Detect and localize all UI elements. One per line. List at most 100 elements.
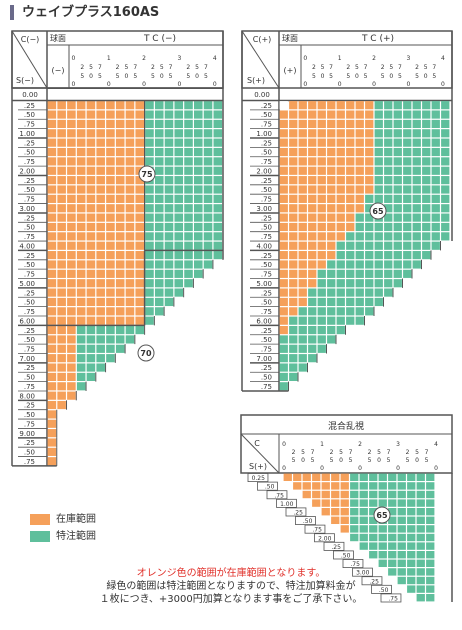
minus-cell [125,251,135,260]
plus-s-row-1: .50 [261,111,272,119]
plus-s-row-6: .75 [261,158,272,166]
plus-cell [355,288,364,297]
minus-cell [57,119,66,129]
plus-cell [374,176,383,185]
plus-cell [298,307,307,316]
minus-s-row-8: .25 [24,177,35,185]
plus-cell [327,129,336,138]
mixed-s-box-3 [276,498,297,508]
minus-cell [135,325,144,335]
minus-cell [125,166,135,175]
mixed-s-box-14 [380,593,402,603]
minus-kyumen-label: 球面 [50,33,66,43]
minus-cell [184,157,193,166]
minus-cell [76,119,86,129]
minus-cell [106,316,115,325]
plus-cell [393,204,402,213]
minus-cell [96,354,105,363]
plus-cell [308,110,317,119]
plus-cell [317,307,326,316]
minus-cell [194,269,203,278]
plus-s-row-20: .25 [261,289,272,297]
minus-col-minor-top-15: 7 [204,64,208,71]
plus-col-major-4: 1 [338,55,342,62]
mixed-s-box-7 [314,533,335,543]
minus-cell [184,110,193,119]
minus-s-row-11: 3.00 [19,205,35,213]
minus-cell [106,213,115,222]
minus-cell [106,335,115,344]
minus-cell [184,222,193,232]
minus-cell [67,138,76,147]
minus-col-minor-top-1: 2 [80,64,84,71]
minus-cell [96,325,105,335]
plus-cell [298,260,307,269]
plus-cell [289,297,298,307]
plus-s-row-27: 7.00 [256,355,272,363]
minus-cell [115,157,125,166]
plus-cell [374,166,383,175]
plus-cell [393,213,402,222]
minus-cell [115,269,125,278]
minus-cell [184,232,193,241]
minus-cell [76,213,86,222]
plus-cell [374,288,383,297]
minus-cell [213,213,223,222]
mixed-cell [397,508,406,516]
plus-cell [336,232,345,241]
mixed-cell [378,559,387,567]
minus-cell [194,176,203,185]
plus-cell [336,185,345,194]
minus-col-minor-top-10: 5 [160,64,164,71]
minus-cell [115,204,125,213]
plus-cell [374,185,383,194]
mixed-s-row-5: .50 [303,518,313,525]
mixed-cell [350,533,359,542]
legend-stock: 在庫範囲 [30,513,96,526]
plus-cell [403,185,412,194]
plus-cell [298,101,307,110]
minus-cell [47,279,57,288]
minus-cell [115,344,125,353]
minus-cell [203,241,213,250]
plus-cell [412,166,421,175]
plus-cell [346,119,355,129]
minus-cell [194,213,203,222]
plus-cell [422,194,431,203]
plus-cell [279,288,288,297]
minus-cell [76,138,86,147]
minus-cell [67,288,76,297]
minus-cell [154,157,164,166]
plus-cell [298,176,307,185]
minus-cell [106,279,115,288]
minus-cell [57,382,66,391]
minus-cell [47,400,57,410]
mixed-cell [340,525,349,533]
minus-cell [184,176,193,185]
minus-cell [76,251,86,260]
plus-col-minor-bot-1: 5 [312,73,316,80]
plus-cell [393,138,402,147]
minus-s-row-0: .25 [24,102,35,110]
minus-cell [145,222,154,232]
minus-cell [203,251,213,260]
minus-s-row-13: .50 [24,224,35,232]
minus-cell [164,185,174,194]
minus-cell [76,288,86,297]
mixed-cell [359,490,368,499]
mixed-cell [369,482,378,490]
minus-s-row-9: .50 [24,186,35,194]
minus-cell [115,260,125,269]
minus-cell [125,157,135,166]
minus-cell [86,288,96,297]
mixed-cell [416,585,425,593]
minus-cell [164,176,174,185]
minus-cell [106,251,115,260]
minus-cell [86,166,96,175]
minus-cell [96,147,105,157]
plus-cell [327,166,336,175]
plus-cell [346,157,355,166]
mixed-cell [407,533,416,542]
minus-cell [115,101,125,110]
minus-cell [164,297,174,307]
